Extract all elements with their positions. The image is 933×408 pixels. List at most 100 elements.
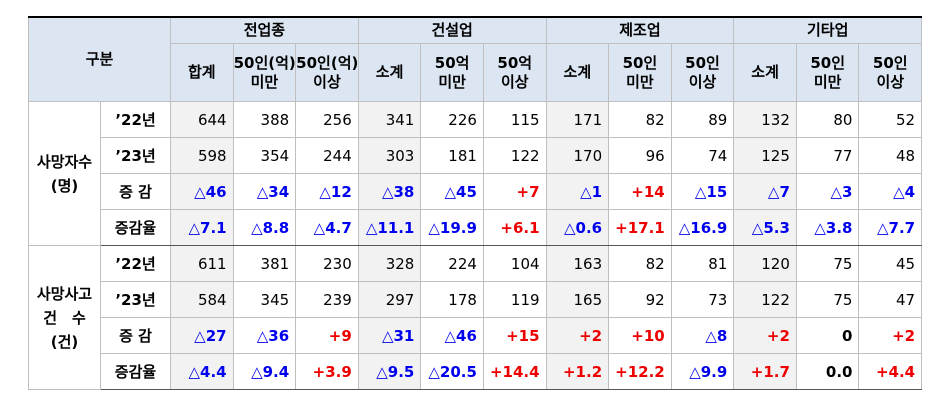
data-cell: △4.4	[170, 353, 234, 390]
data-cell: 224	[420, 245, 484, 282]
text-line: 소계	[751, 63, 779, 81]
data-cell: 163	[545, 245, 610, 282]
data-cell: △38	[357, 173, 422, 210]
data-cell: 354	[232, 137, 297, 174]
text-line: 사망사고	[36, 284, 93, 303]
table-row: ’23년 598 354 244 303 181 122 170 96 74 125 77 48	[29, 137, 923, 174]
data-cell: 82	[608, 245, 672, 282]
text-line: 소계	[563, 63, 592, 81]
data-cell: 119	[482, 281, 547, 318]
data-cell: 75	[795, 245, 860, 282]
data-cell: △1	[545, 173, 610, 210]
data-cell: 388	[232, 101, 297, 138]
data-cell: 171	[545, 101, 610, 138]
sub-header: 50인(억) 미만	[232, 43, 297, 102]
data-cell: 81	[670, 245, 735, 282]
group-header: 전업종	[170, 16, 359, 44]
data-cell: 178	[420, 281, 484, 318]
data-cell: 104	[482, 245, 547, 282]
text-line: 50인	[685, 53, 720, 72]
data-cell: △9.4	[232, 353, 297, 390]
data-cell: 165	[545, 281, 610, 318]
table-row: ’23년 584 345 239 297 178 119 165 92 73 122 75 47	[29, 281, 923, 318]
text-line: 미만	[626, 72, 654, 91]
data-cell: +15	[482, 317, 547, 354]
data-cell: △15	[670, 173, 735, 210]
row-label: ’22년	[99, 101, 172, 138]
text-line: (건)	[50, 332, 79, 351]
data-cell: 256	[295, 101, 359, 138]
sub-header: 소계	[733, 43, 797, 102]
sub-header: 50억 이상	[482, 43, 547, 102]
data-cell: △0.6	[545, 209, 610, 246]
text-line: 50억	[434, 53, 470, 72]
table-row: 사망자수 (명) ’22년 644 388 256 341 226 115 171 82 89 132 8…	[28, 101, 923, 246]
text-line: 이상	[688, 72, 717, 91]
row-label: ’23년	[99, 137, 172, 174]
group-header: 제조업	[545, 16, 735, 44]
data-cell: 77	[795, 137, 860, 174]
text-line: 이상	[876, 72, 905, 91]
data-cell: 96	[608, 137, 672, 174]
data-cell: +17.1	[608, 209, 672, 246]
data-cell: 381	[232, 245, 297, 282]
text-line: (명)	[50, 176, 79, 195]
group-header: 기타업	[733, 16, 923, 44]
table-row: 증감율 △7.1 △8.8 △4.7 △11.1 △19.9 +6.1 △0.6 +17.1 △1…	[29, 209, 923, 246]
data-cell: 75	[795, 281, 860, 318]
data-cell: +2	[733, 317, 797, 354]
data-cell: △5.3	[733, 209, 797, 246]
data-cell: +4.4	[858, 353, 923, 390]
table-wrap: 구분 전업종 건설업 제조업 기타업 합계 50인(억) 미만 50인(억) 이상 소계 50억 미만 5…	[27, 16, 923, 390]
text-line: 50인	[872, 53, 908, 72]
data-cell: △8	[670, 317, 735, 354]
sub-header: 소계	[545, 43, 610, 102]
table-row: 사망사고 건 수 (건) ’22년 611 381 230 328 224 104 163 82 81 1…	[28, 245, 923, 390]
data-cell: +1.7	[733, 353, 797, 390]
text-line: 50인(억)	[233, 53, 296, 72]
data-cell: 48	[858, 137, 923, 174]
text-line: 건 수	[43, 308, 86, 327]
data-cell: 89	[670, 101, 735, 138]
stats-table: 구분 전업종 건설업 제조업 기타업 합계 50인(억) 미만 50인(억) 이상 소계 50억 미만 5…	[27, 16, 923, 390]
sub-header: 50인 이상	[670, 43, 735, 102]
data-cell: △7.1	[170, 209, 234, 246]
data-cell: 598	[170, 137, 234, 174]
data-cell: △7	[733, 173, 797, 210]
text-line: 이상	[313, 72, 341, 91]
data-cell: △46	[170, 173, 234, 210]
sub-header: 50인(억) 이상	[295, 43, 359, 102]
data-cell: 122	[733, 281, 797, 318]
data-cell: △20.5	[420, 353, 484, 390]
data-cell: 73	[670, 281, 735, 318]
data-cell: 328	[357, 245, 422, 282]
data-cell: 303	[357, 137, 422, 174]
corner-header: 구분	[27, 16, 172, 102]
data-cell: 74	[670, 137, 735, 174]
table-row: 증 감 △27 △36 +9 △31 △46 +15 +2 +10 △8 +2 0 +2	[29, 317, 923, 354]
data-cell: 45	[858, 245, 923, 282]
data-cell: 115	[482, 101, 547, 138]
data-cell: 226	[420, 101, 484, 138]
data-cell: 92	[608, 281, 672, 318]
data-cell: △36	[232, 317, 297, 354]
row-label: 증감율	[99, 209, 172, 246]
data-cell: 52	[858, 101, 923, 138]
data-cell: 82	[608, 101, 672, 138]
group-header: 건설업	[357, 16, 547, 44]
data-cell: 0	[795, 317, 860, 354]
data-cell: +14.4	[482, 353, 547, 390]
table-row: 증감율 △4.4 △9.4 +3.9 △9.5 △20.5 +14.4 +1.2 +12.2 △9…	[29, 353, 923, 390]
text-line: 미만	[250, 72, 279, 91]
data-cell: 611	[170, 245, 234, 282]
data-cell: △7.7	[858, 209, 923, 246]
data-cell: △3	[795, 173, 860, 210]
data-cell: 80	[795, 101, 860, 138]
data-cell: △8.8	[232, 209, 297, 246]
data-cell: 244	[295, 137, 359, 174]
data-cell: 47	[858, 281, 923, 318]
data-cell: 120	[733, 245, 797, 282]
data-cell: △19.9	[420, 209, 484, 246]
data-cell: △34	[232, 173, 297, 210]
